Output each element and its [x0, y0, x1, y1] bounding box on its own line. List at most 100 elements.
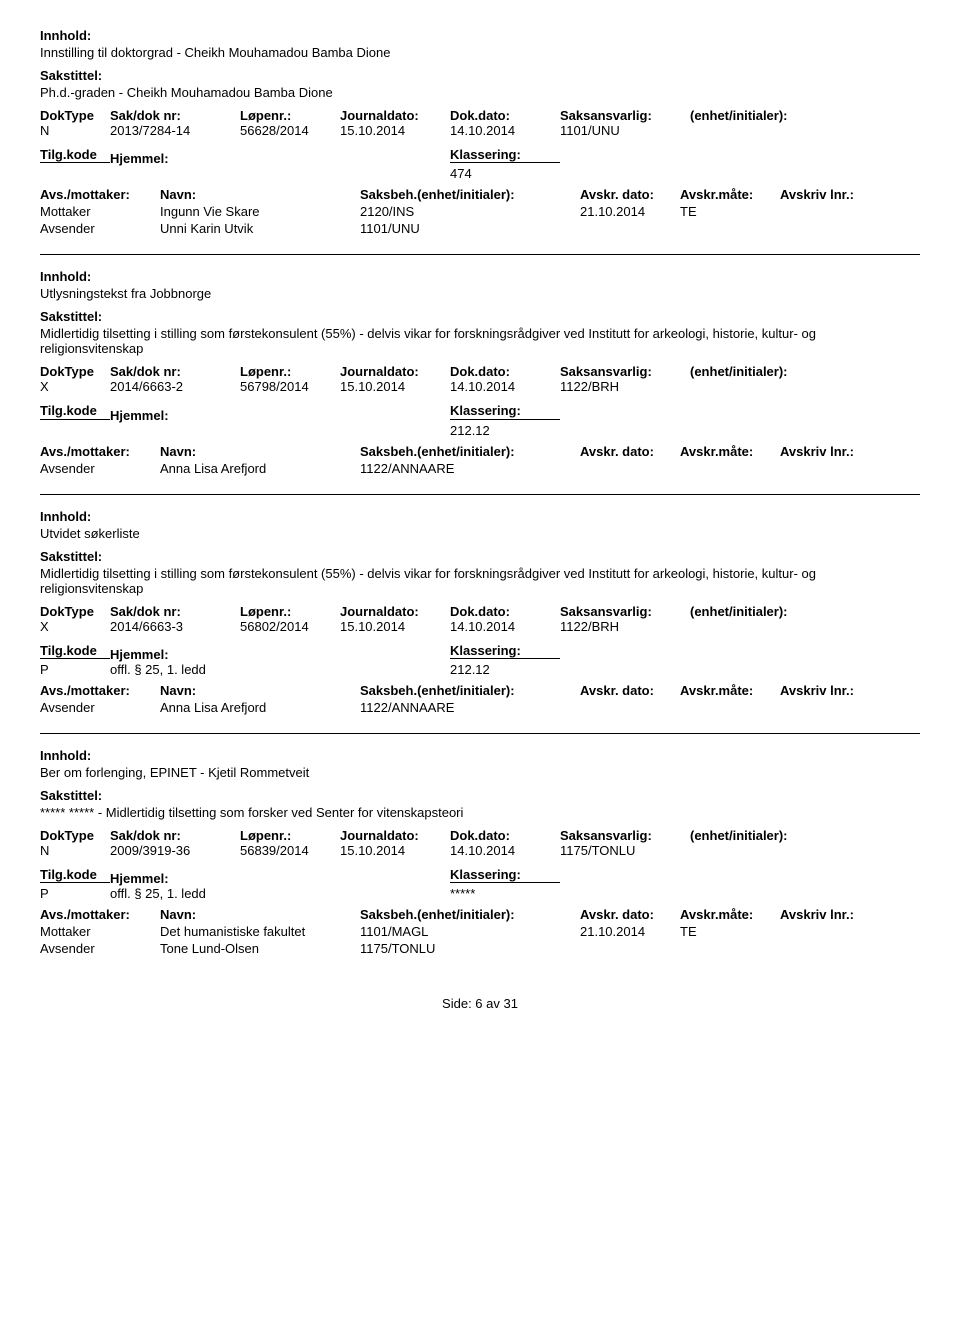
col-doktype: DokType [40, 364, 110, 379]
val-dokdato: 14.10.2014 [450, 619, 560, 634]
party-row: Mottaker Ingunn Vie Skare 2120/INS 21.10… [40, 204, 920, 219]
col-dokdato: Dok.dato: [450, 604, 560, 619]
columns-header: DokType Sak/dok nr: Løpenr.: Journaldato… [40, 108, 920, 123]
journal-record: Innhold: Innstilling til doktorgrad - Ch… [40, 28, 920, 236]
hjemmel-label: Hjemmel: [110, 151, 240, 166]
val-saksansvarlig: 1175/TONLU [560, 843, 690, 858]
avskrdato-label: Avskr. dato: [580, 907, 680, 922]
party-role: Avsender [40, 941, 160, 956]
avskrivlnr-label: Avskriv lnr.: [780, 683, 880, 698]
col-journaldato: Journaldato: [340, 604, 450, 619]
journal-record: Innhold: Utlysningstekst fra Jobbnorge S… [40, 269, 920, 475]
val-journaldato: 15.10.2014 [340, 123, 450, 138]
col-sakdok: Sak/dok nr: [110, 364, 240, 379]
val-lopenr: 56628/2014 [240, 123, 340, 138]
val-dokdato: 14.10.2014 [450, 379, 560, 394]
avskrmate-label: Avskr.måte: [680, 187, 780, 202]
navn-label: Navn: [160, 444, 360, 459]
col-sakdok: Sak/dok nr: [110, 828, 240, 843]
avskrmate-label: Avskr.måte: [680, 683, 780, 698]
saksbeh-label: Saksbeh.(enhet/initialer): [360, 907, 580, 922]
navn-label: Navn: [160, 683, 360, 698]
party-name: Unni Karin Utvik [160, 221, 360, 236]
col-journaldato: Journaldato: [340, 828, 450, 843]
val-dokdato: 14.10.2014 [450, 843, 560, 858]
col-doktype: DokType [40, 828, 110, 843]
tilg-data-row: 212.12 [40, 423, 920, 438]
col-saksansvarlig: Saksansvarlig: [560, 604, 690, 619]
klassering-label: Klassering: [450, 868, 560, 886]
val-journaldato: 15.10.2014 [340, 379, 450, 394]
party-role: Avsender [40, 461, 160, 476]
party-header: Avs./mottaker: Navn: Saksbeh.(enhet/init… [40, 187, 920, 202]
val-dokdato: 14.10.2014 [450, 123, 560, 138]
val-doktype: X [40, 619, 110, 634]
sakstittel-label: Sakstittel: [40, 788, 920, 803]
innhold-label: Innhold: [40, 509, 920, 524]
val-sakdok: 2014/6663-3 [110, 619, 240, 634]
party-row: Avsender Anna Lisa Arefjord 1122/ANNAARE [40, 700, 920, 715]
innhold-text: Utlysningstekst fra Jobbnorge [40, 286, 920, 301]
innhold-text: Innstilling til doktorgrad - Cheikh Mouh… [40, 45, 920, 60]
hjemmel-label: Hjemmel: [110, 871, 240, 886]
val-journaldato: 15.10.2014 [340, 619, 450, 634]
party-role: Mottaker [40, 924, 160, 939]
innhold-label: Innhold: [40, 269, 920, 284]
navn-label: Navn: [160, 187, 360, 202]
party-header: Avs./mottaker: Navn: Saksbeh.(enhet/init… [40, 444, 920, 459]
val-saksansvarlig: 1122/BRH [560, 379, 690, 394]
party-header: Avs./mottaker: Navn: Saksbeh.(enhet/init… [40, 683, 920, 698]
val-sakdok: 2013/7284-14 [110, 123, 240, 138]
party-unit: 1122/ANNAARE [360, 700, 580, 715]
record-separator [40, 494, 920, 495]
sakstittel-label: Sakstittel: [40, 549, 920, 564]
val-sakdok: 2009/3919-36 [110, 843, 240, 858]
avskrivlnr-label: Avskriv lnr.: [780, 444, 880, 459]
record-separator [40, 733, 920, 734]
tilgkode-val: P [40, 886, 110, 901]
party-name: Tone Lund-Olsen [160, 941, 360, 956]
val-saksansvarlig: 1122/BRH [560, 619, 690, 634]
innhold-text: Ber om forlenging, EPINET - Kjetil Romme… [40, 765, 920, 780]
col-saksansvarlig: Saksansvarlig: [560, 828, 690, 843]
klassering-val: 212.12 [450, 423, 560, 438]
party-row: Avsender Unni Karin Utvik 1101/UNU [40, 221, 920, 236]
party-row: Avsender Tone Lund-Olsen 1175/TONLU [40, 941, 920, 956]
tilg-row: Tilg.kode Hjemmel: Klassering: [40, 404, 920, 422]
journal-record: Innhold: Utvidet søkerliste Sakstittel: … [40, 509, 920, 715]
klassering-val: 474 [450, 166, 560, 181]
columns-data: N 2013/7284-14 56628/2014 15.10.2014 14.… [40, 123, 920, 138]
klassering-val: 212.12 [450, 662, 560, 677]
col-saksansvarlig: Saksansvarlig: [560, 364, 690, 379]
val-doktype: N [40, 843, 110, 858]
avskrdato-label: Avskr. dato: [580, 187, 680, 202]
party-date: 21.10.2014 [580, 924, 680, 939]
party-role: Mottaker [40, 204, 160, 219]
col-lopenr: Løpenr.: [240, 828, 340, 843]
columns-data: N 2009/3919-36 56839/2014 15.10.2014 14.… [40, 843, 920, 858]
hjemmel-label: Hjemmel: [110, 408, 240, 423]
party-unit: 1122/ANNAARE [360, 461, 580, 476]
record-separator [40, 254, 920, 255]
party-name: Anna Lisa Arefjord [160, 700, 360, 715]
val-saksansvarlig: 1101/UNU [560, 123, 690, 138]
tilg-row: Tilg.kode Hjemmel: Klassering: [40, 644, 920, 662]
tilgkode-label: Tilg.kode [40, 868, 110, 886]
col-enhet: (enhet/initialer): [690, 828, 840, 843]
party-unit: 1101/UNU [360, 221, 580, 236]
klassering-label: Klassering: [450, 404, 560, 422]
party-name: Det humanistiske fakultet [160, 924, 360, 939]
party-role: Avsender [40, 221, 160, 236]
col-doktype: DokType [40, 108, 110, 123]
avskrivlnr-label: Avskriv lnr.: [780, 187, 880, 202]
party-row: Avsender Anna Lisa Arefjord 1122/ANNAARE [40, 461, 920, 476]
party-date: 21.10.2014 [580, 204, 680, 219]
party-row: Mottaker Det humanistiske fakultet 1101/… [40, 924, 920, 939]
sakstittel-text: Midlertidig tilsetting i stilling som fø… [40, 566, 920, 596]
innhold-text: Utvidet søkerliste [40, 526, 920, 541]
klassering-label: Klassering: [450, 148, 560, 166]
klassering-label: Klassering: [450, 644, 560, 662]
val-lopenr: 56839/2014 [240, 843, 340, 858]
val-doktype: N [40, 123, 110, 138]
col-lopenr: Løpenr.: [240, 604, 340, 619]
